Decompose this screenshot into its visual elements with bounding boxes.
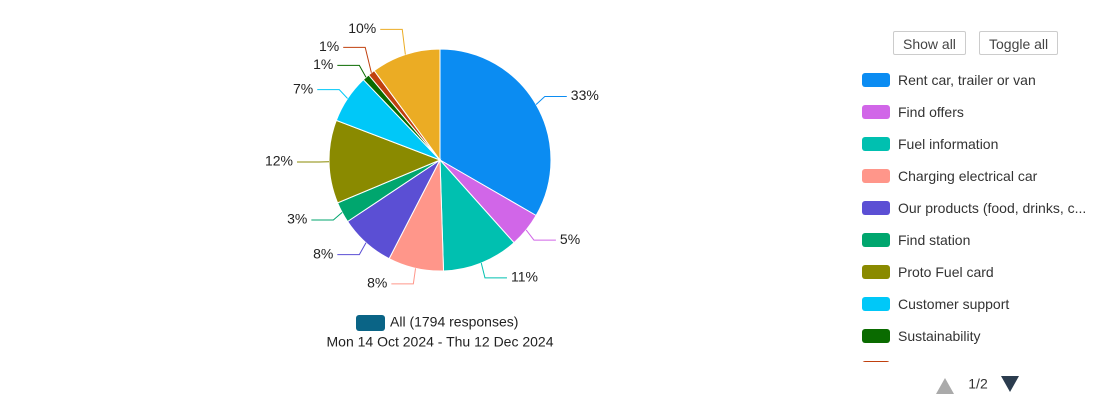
data-label: 7% (293, 80, 313, 96)
data-label: 11% (511, 269, 538, 285)
page-indicator: 1/2 (968, 376, 988, 392)
page-down-arrow[interactable] (1001, 376, 1019, 392)
label-connector (525, 229, 556, 241)
pie-slice (439, 158, 515, 272)
legend-swatch (862, 297, 890, 311)
legend-label: Charging electrical car (898, 168, 1038, 184)
legend-item[interactable]: Customer support (862, 288, 1009, 320)
legend-label: Rent car, trailer or van (898, 72, 1036, 88)
pie-slice (328, 119, 442, 204)
legend-label: Find offers (898, 104, 964, 120)
data-label: 33% (571, 87, 599, 103)
legend-swatch (862, 137, 890, 151)
pagination: 1/2 (936, 376, 1019, 394)
data-label: 10% (348, 20, 376, 36)
legend-label: Customer support (898, 296, 1010, 312)
legend-swatch (862, 73, 890, 87)
chart: All (1794 responses) Mon 14 Oct 2024 - T… (265, 20, 599, 350)
label-connector (380, 28, 406, 55)
legend-label: Find station (898, 232, 971, 248)
data-label: 8% (313, 245, 333, 261)
legend-label: Our products (food, drinks, c... (898, 200, 1087, 216)
legend-item[interactable]: Proto Fuel card (862, 256, 994, 288)
data-label: 8% (367, 275, 387, 291)
legend-swatch (862, 233, 890, 247)
series-swatch (356, 315, 385, 331)
legend-item[interactable]: Fuel information (862, 128, 998, 160)
label-connector (391, 268, 417, 285)
legend-swatch (862, 329, 890, 343)
label-connector (535, 96, 567, 105)
pie-slice (439, 48, 552, 217)
data-label: 1% (319, 38, 339, 54)
show-all-button[interactable]: Show all (893, 31, 966, 55)
legend-label: Proto Fuel card (898, 264, 994, 280)
label-connector (480, 262, 507, 279)
legend-label: Sustainability (898, 328, 981, 344)
legend-label: Fuel information (898, 136, 999, 152)
legend-item[interactable]: Charging electrical car (862, 160, 1037, 192)
legend-item[interactable]: Rent car, trailer or van (862, 64, 1036, 96)
page-up-arrow[interactable] (936, 378, 954, 394)
legend-swatch (862, 361, 890, 362)
data-label: 5% (560, 231, 580, 247)
data-label: 3% (287, 211, 307, 227)
legend-swatch (862, 169, 890, 183)
data-label: 12% (265, 153, 293, 169)
toggle-all-button[interactable]: Toggle all (979, 31, 1059, 55)
legend-swatch (862, 265, 890, 279)
pie-slice (373, 48, 441, 162)
label-connector (337, 242, 367, 256)
legend-swatch (862, 105, 890, 119)
label-connector (337, 64, 367, 78)
legend-item[interactable] (862, 352, 898, 362)
label-connector (311, 212, 343, 221)
legend-item[interactable]: Find station (862, 224, 970, 256)
label-connector (317, 89, 348, 99)
legend: Rent car, trailer or van Find offers Fuel … (862, 64, 1102, 362)
date-range: Mon 14 Oct 2024 - Thu 12 Dec 2024 (327, 334, 554, 350)
data-label: 1% (313, 56, 333, 72)
legend-swatch (862, 201, 890, 215)
label-connector (343, 46, 372, 73)
series-label: All (1794 responses) (390, 314, 518, 330)
legend-item[interactable]: Our products (food, drinks, c... (862, 192, 1086, 224)
legend-item[interactable]: Find offers (862, 96, 964, 128)
legend-item[interactable]: Sustainability (862, 320, 981, 352)
